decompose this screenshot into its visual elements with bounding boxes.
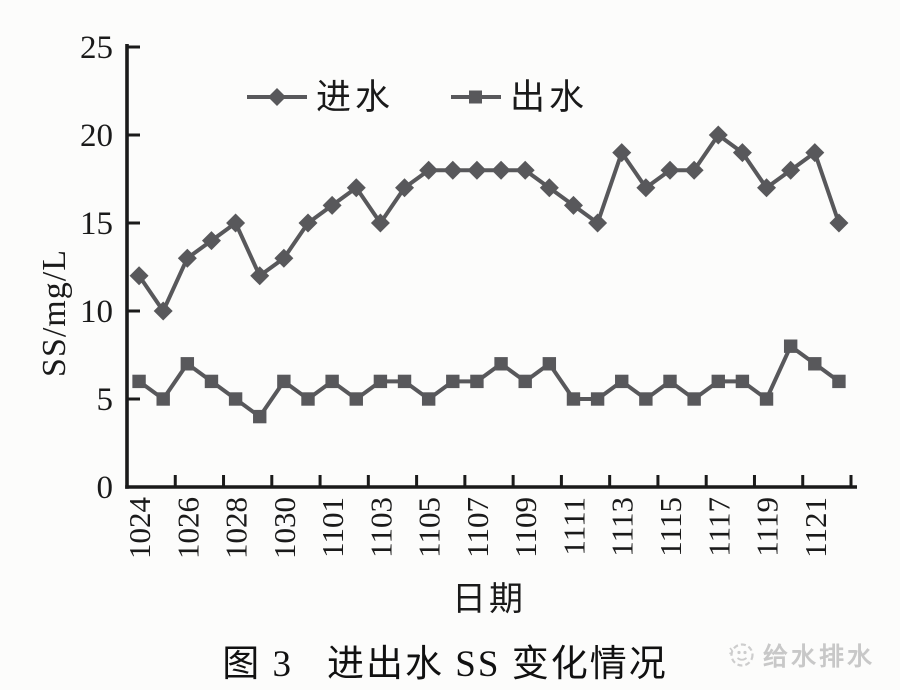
effluent-point-marker xyxy=(711,374,725,389)
effluent-point-marker xyxy=(735,374,750,389)
x-tick-label: 1101 xyxy=(315,497,350,558)
influent-point-marker xyxy=(829,213,849,233)
influent-point-marker xyxy=(467,160,487,180)
influent-point-marker xyxy=(732,143,752,163)
influent-point-marker xyxy=(708,125,728,145)
y-tick-label: 15 xyxy=(80,206,113,242)
influent-point-marker xyxy=(757,178,777,198)
effluent-point-marker xyxy=(156,392,170,406)
influent-point-marker xyxy=(129,266,149,286)
influent-point-marker xyxy=(298,213,318,233)
x-tick-label: 1030 xyxy=(267,497,302,559)
legend-item-effluent: 出水 xyxy=(450,77,588,117)
effluent-point-marker xyxy=(759,392,774,406)
y-tick-label: 5 xyxy=(97,382,114,418)
x-tick-label: 1121 xyxy=(798,497,833,558)
influent-point-marker xyxy=(636,178,656,198)
y-tick-label: 25 xyxy=(80,30,113,66)
y-axis-title: SS/mg/L xyxy=(36,249,73,377)
watermark-logo-icon xyxy=(729,643,754,667)
effluent-point-marker xyxy=(349,392,363,406)
effluent-point-marker xyxy=(277,374,291,389)
figure-caption: 图 3 进出水 SS 变化情况 xyxy=(222,633,667,687)
influent-point-marker xyxy=(177,248,197,268)
x-tick-label: 1026 xyxy=(170,497,205,559)
influent-point-marker xyxy=(419,160,439,180)
y-tick-label: 10 xyxy=(80,294,113,330)
effluent-point-marker xyxy=(470,374,484,389)
effluent-point-marker xyxy=(590,392,605,406)
x-tick-label: 1028 xyxy=(219,497,254,559)
effluent-point-marker xyxy=(639,392,653,406)
effluent-point-marker xyxy=(180,357,195,371)
x-tick-label: 1111 xyxy=(556,497,591,556)
effluent-point-marker xyxy=(253,409,267,424)
influent-point-marker xyxy=(515,160,535,180)
effluent-point-marker xyxy=(228,392,243,406)
x-tick-label: 1024 xyxy=(122,497,157,560)
influent-point-marker xyxy=(781,160,801,180)
x-tick-label: 1109 xyxy=(508,497,543,558)
x-tick-label: 1107 xyxy=(460,497,495,558)
influent-point-marker xyxy=(153,301,173,321)
legend-label-influent: 进水 xyxy=(316,77,395,117)
influent-point-marker xyxy=(322,195,342,215)
effluent-point-marker xyxy=(663,374,677,389)
x-tick-label: 1105 xyxy=(412,497,447,558)
figure-caption-label: 图 3 xyxy=(222,644,294,685)
x-tick-label: 1117 xyxy=(701,497,736,557)
effluent-point-marker xyxy=(325,374,339,389)
watermark: 给水排水 xyxy=(726,637,875,673)
effluent-point-marker xyxy=(566,392,581,406)
effluent-line-square-icon xyxy=(451,90,501,104)
x-axis-title: 日期 xyxy=(452,581,526,619)
series-line-effluent xyxy=(137,344,841,419)
effluent-point-marker xyxy=(373,374,388,389)
influent-point-marker xyxy=(226,213,246,233)
influent-point-marker xyxy=(539,178,559,198)
effluent-point-marker xyxy=(542,357,557,371)
effluent-point-marker xyxy=(132,374,146,389)
effluent-point-marker xyxy=(397,374,412,389)
influent-point-marker xyxy=(201,231,221,251)
y-tick-label: 20 xyxy=(80,118,113,154)
effluent-point-marker xyxy=(783,339,798,353)
effluent-point-marker xyxy=(832,374,846,389)
legend-label-effluent: 出水 xyxy=(510,77,589,117)
influent-point-marker xyxy=(660,160,680,180)
influent-point-marker xyxy=(684,160,704,180)
effluent-point-marker xyxy=(494,357,508,371)
effluent-point-marker xyxy=(615,374,629,389)
influent-point-marker xyxy=(274,248,294,268)
y-tick-label: 0 xyxy=(97,470,114,506)
legend-item-influent: 进水 xyxy=(246,77,394,117)
effluent-point-marker xyxy=(808,357,822,371)
influent-point-marker xyxy=(370,213,390,233)
influent-point-marker xyxy=(612,143,632,163)
influent-point-marker xyxy=(346,178,366,198)
influent-point-marker xyxy=(395,178,415,198)
influent-point-marker xyxy=(443,160,463,180)
influent-point-marker xyxy=(250,266,270,286)
x-tick-label: 1113 xyxy=(605,497,640,557)
influent-point-marker xyxy=(588,213,608,233)
effluent-point-marker xyxy=(421,392,436,406)
x-tick-label: 1119 xyxy=(750,497,785,557)
x-tick-label: 1103 xyxy=(363,497,398,558)
figure-caption-title: 进出水 SS 变化情况 xyxy=(327,644,668,685)
watermark-text: 给水排水 xyxy=(763,644,876,671)
effluent-point-marker xyxy=(518,374,532,389)
effluent-point-marker xyxy=(204,374,219,389)
effluent-point-marker xyxy=(687,392,701,406)
x-tick-label: 1115 xyxy=(653,497,688,557)
influent-line-diamond-icon xyxy=(247,88,307,106)
influent-point-marker xyxy=(563,195,583,215)
influent-point-marker xyxy=(491,160,511,180)
effluent-point-marker xyxy=(446,374,460,389)
influent-point-marker xyxy=(805,143,825,163)
effluent-point-marker xyxy=(301,392,315,406)
